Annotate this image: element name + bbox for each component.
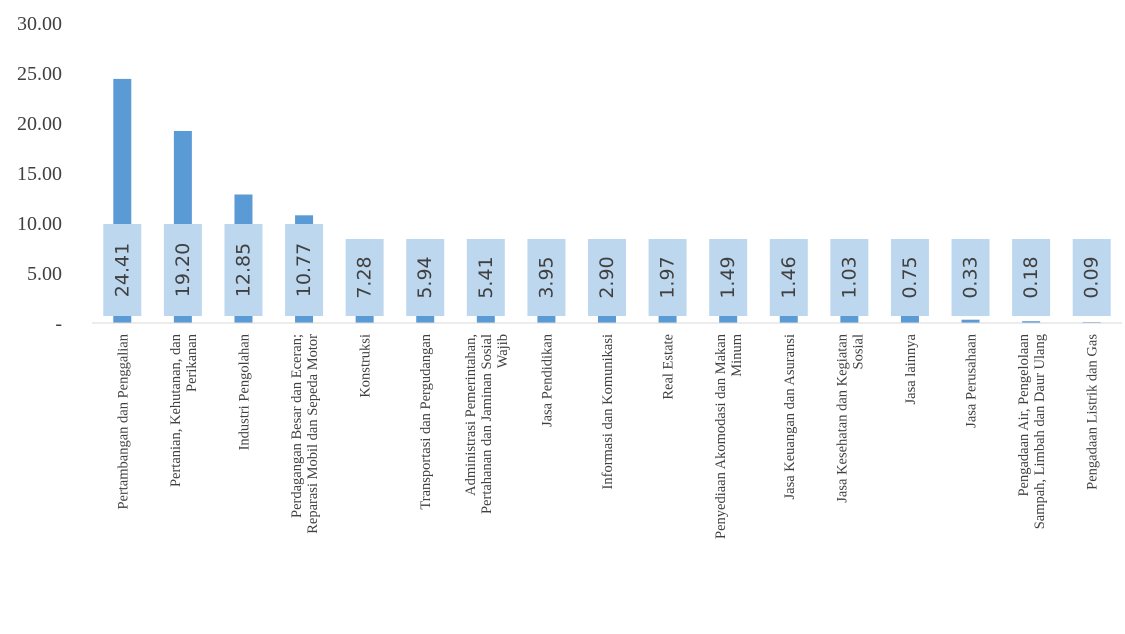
- y-tick-label: 30.00: [17, 13, 62, 35]
- bar: [961, 319, 980, 323]
- data-label-box: [769, 239, 808, 316]
- data-label-box: [285, 224, 324, 316]
- data-label-box: [1012, 239, 1051, 316]
- y-tick-label: -: [55, 313, 62, 335]
- y-tick-label: 10.00: [17, 213, 62, 235]
- x-tick-label: Jasa Keuangan dan Asuransi: [782, 334, 798, 500]
- data-labels: 24.41 19.20 12.85 10.77 7.28 5.94 5.41 3.95 2.90…: [103, 224, 1111, 316]
- data-label: 19.20: [172, 243, 194, 297]
- data-label: 24.41: [111, 243, 133, 297]
- data-label-box: [951, 239, 990, 316]
- data-label: 0.18: [1020, 256, 1042, 298]
- data-label-box: [1072, 239, 1111, 316]
- data-label-box: [709, 239, 748, 316]
- data-label: 10.77: [293, 243, 315, 297]
- y-tick-label: 20.00: [17, 113, 62, 135]
- x-tick-label: Pengadaan Air, PengelolaanSampah, Limbah…: [1016, 333, 1048, 529]
- data-label: 1.49: [717, 256, 739, 298]
- data-label-box: [588, 239, 626, 316]
- data-label-box: [224, 224, 263, 316]
- data-label-box: [103, 224, 142, 316]
- x-tick-label: Jasa lainnya: [903, 333, 919, 404]
- data-label: 0.33: [960, 256, 982, 298]
- data-label: 0.75: [899, 256, 921, 298]
- data-label-box: [406, 239, 445, 316]
- data-label: 1.97: [657, 256, 679, 298]
- data-label-box: [466, 239, 505, 316]
- data-label-box: [830, 239, 869, 316]
- x-tick-label: Real Estate: [661, 334, 677, 400]
- x-tick-label: Jasa Perusahaan: [964, 333, 980, 428]
- y-tick-label: 25.00: [17, 63, 62, 85]
- data-label: 2.90: [596, 256, 618, 298]
- x-tick-label: Perdagangan Besar dan Eceran;Reparasi Mo…: [289, 334, 321, 534]
- x-axis-categories: Pertambangan dan Penggalian Pertanian, Ke…: [115, 333, 1100, 539]
- data-label: 3.95: [535, 256, 557, 298]
- x-tick-label: Penyediaan Akomodasi dan MakanMinum: [713, 333, 745, 539]
- x-tick-label: Konstruksi: [358, 334, 374, 398]
- data-label: 7.28: [354, 256, 376, 298]
- x-tick-label: Pertambangan dan Penggalian: [115, 333, 131, 509]
- x-tick-label: Informasi dan Komunikasi: [600, 334, 616, 489]
- data-label: 1.03: [838, 256, 860, 298]
- x-tick-label: Industri Pengolahan: [236, 333, 252, 450]
- data-label-box: [648, 239, 687, 316]
- x-tick-label: Administrasi Pemerintahan,Pertahanan dan…: [463, 334, 511, 514]
- y-axis: - 5.00 10.00 15.00 20.00 25.00 30.00: [17, 13, 62, 335]
- data-label: 5.41: [475, 256, 497, 298]
- data-label: 0.09: [1081, 256, 1103, 298]
- bar: [900, 315, 919, 323]
- data-label: 12.85: [232, 243, 254, 297]
- x-tick-label: Jasa Kesehatan dan KegiatanSosial: [834, 333, 866, 502]
- data-label-box: [345, 239, 384, 316]
- bar: [840, 312, 859, 323]
- data-label-box: [527, 239, 566, 316]
- data-label: 5.94: [414, 256, 436, 298]
- bar: [1022, 321, 1041, 323]
- y-tick-label: 15.00: [17, 163, 62, 185]
- data-label-box: [163, 224, 202, 316]
- x-tick-label: Transportasi dan Pergudangan: [418, 333, 434, 509]
- x-tick-label: Jasa Pendidikan: [539, 333, 555, 427]
- x-tick-label: Pengadaan Listrik dan Gas: [1085, 334, 1101, 490]
- data-label: 1.46: [778, 256, 800, 298]
- data-label-box: [890, 239, 929, 316]
- y-tick-label: 5.00: [27, 263, 62, 285]
- x-tick-label: Pertanian, Kehutanan, danPerikanan: [168, 333, 200, 487]
